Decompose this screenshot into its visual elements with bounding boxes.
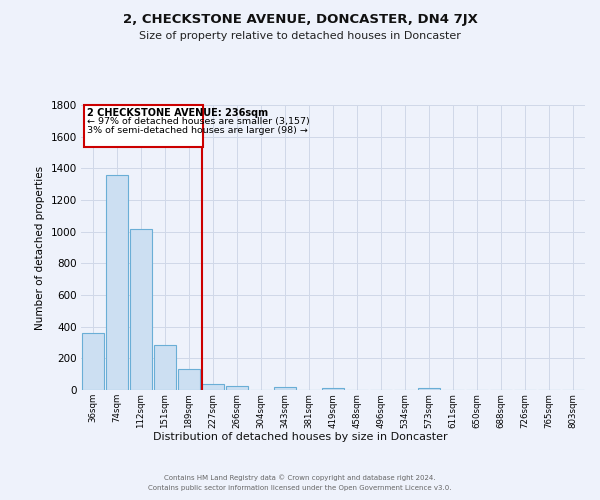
Bar xyxy=(178,370,200,390)
Text: ← 97% of detached houses are smaller (3,157): ← 97% of detached houses are smaller (3,… xyxy=(88,116,310,126)
Bar xyxy=(106,174,128,390)
Bar xyxy=(82,333,104,390)
Text: 2, CHECKSTONE AVENUE, DONCASTER, DN4 7JX: 2, CHECKSTONE AVENUE, DONCASTER, DN4 7JX xyxy=(122,12,478,26)
Text: 3% of semi-detached houses are larger (98) →: 3% of semi-detached houses are larger (9… xyxy=(88,126,308,134)
Text: Contains HM Land Registry data © Crown copyright and database right 2024.: Contains HM Land Registry data © Crown c… xyxy=(164,474,436,481)
Text: Distribution of detached houses by size in Doncaster: Distribution of detached houses by size … xyxy=(152,432,448,442)
Text: Size of property relative to detached houses in Doncaster: Size of property relative to detached ho… xyxy=(139,31,461,41)
Bar xyxy=(274,387,296,390)
Bar xyxy=(154,345,176,390)
Y-axis label: Number of detached properties: Number of detached properties xyxy=(35,166,45,330)
Text: Contains public sector information licensed under the Open Government Licence v3: Contains public sector information licen… xyxy=(148,485,452,491)
Text: 2 CHECKSTONE AVENUE: 236sqm: 2 CHECKSTONE AVENUE: 236sqm xyxy=(88,108,269,118)
Bar xyxy=(202,384,224,390)
Bar xyxy=(322,388,344,390)
Bar xyxy=(130,228,152,390)
Bar xyxy=(226,386,248,390)
Bar xyxy=(418,388,440,390)
Bar xyxy=(84,105,203,147)
